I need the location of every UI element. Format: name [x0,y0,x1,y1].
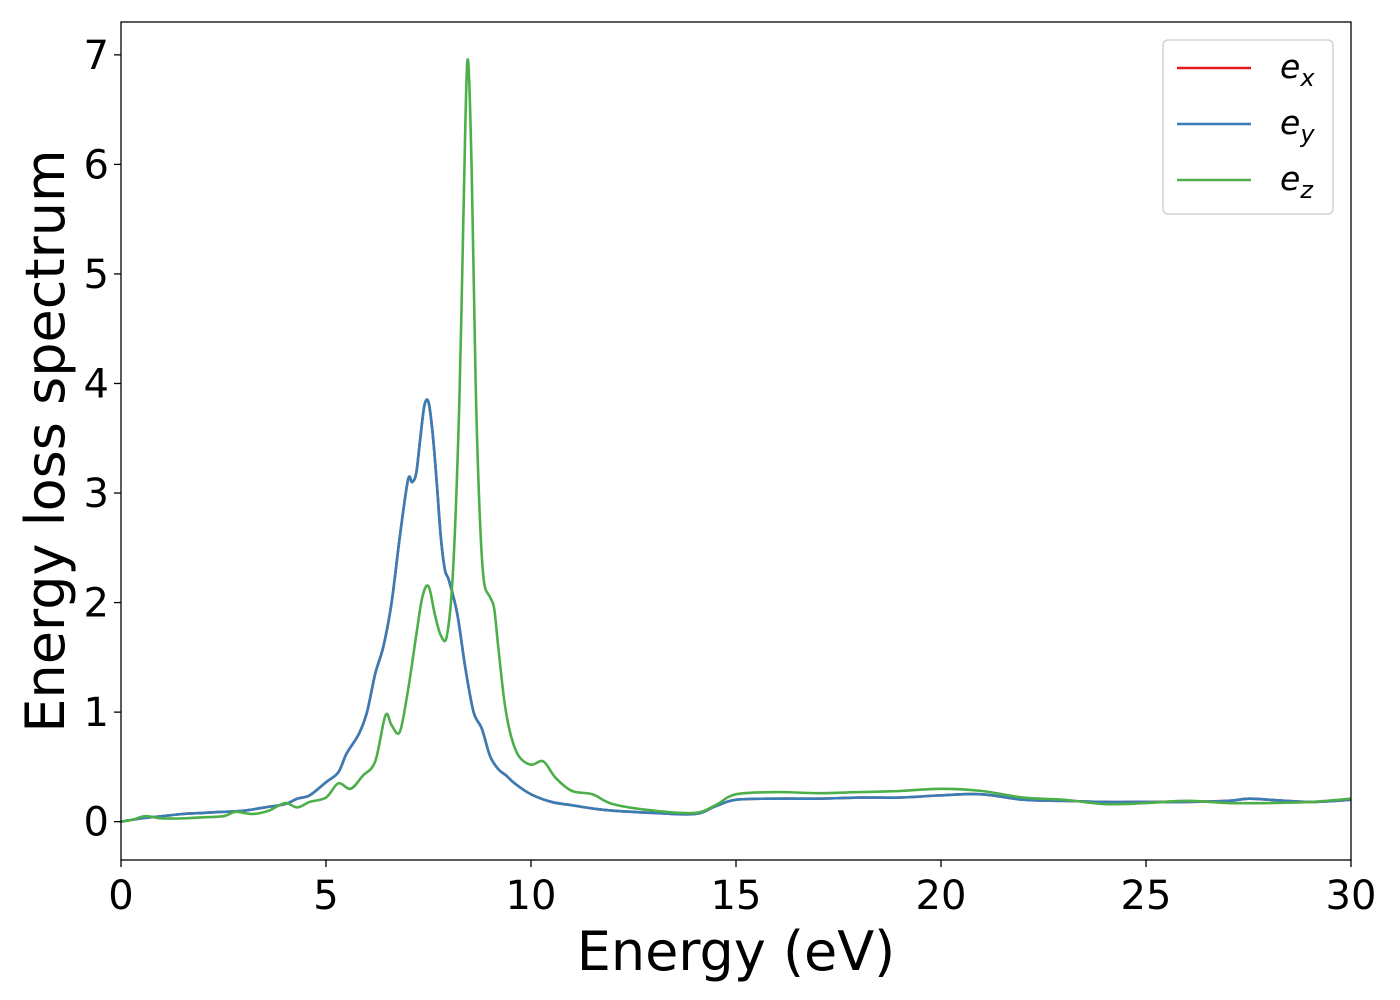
y-tick-label: 3 [84,471,109,517]
y-tick-label: 7 [84,33,109,79]
y-tick-label: 5 [84,252,109,298]
x-tick-label: 0 [108,873,133,919]
y-tick-label: 6 [84,142,109,188]
x-tick-label: 20 [916,873,967,919]
x-tick-label: 5 [313,873,338,919]
y-tick-label: 1 [84,690,109,736]
x-tick-label: 30 [1326,873,1377,919]
legend-label-y: ey [1280,103,1315,148]
x-tick-label: 15 [711,873,762,919]
series-layer [121,58,1351,823]
legend: ex ey ez [1162,39,1334,215]
x-tick-label: 10 [506,873,557,919]
series-line-x [121,398,1351,823]
series-line-z [121,58,1351,823]
legend-label-z: ez [1280,159,1314,204]
y-tick-label: 2 [84,581,109,627]
ticks-layer: 0 5 10 15 20 25 30 0 1 2 3 4 5 6 7 [84,33,1377,919]
y-tick-label: 4 [84,361,109,407]
legend-box [1162,39,1334,215]
series-line-y [121,398,1351,823]
x-tick-label: 25 [1121,873,1172,919]
y-tick-label: 0 [84,800,109,846]
y-axis-title: Energy loss spectrum [14,149,77,732]
x-axis-title: Energy (eV) [577,920,896,983]
legend-label-x: ex [1280,47,1315,92]
